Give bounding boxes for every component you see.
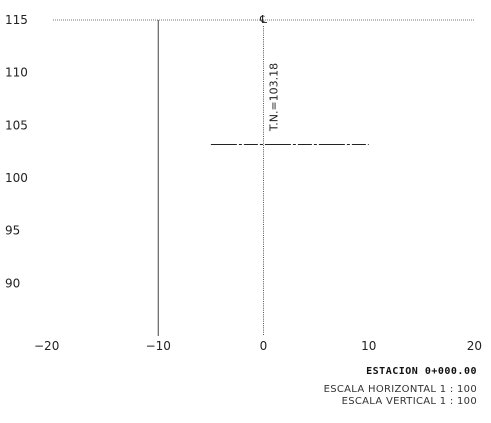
vertical-scale-label: ESCALA VERTICAL 1 : 100 — [342, 396, 477, 407]
y-tick-label: 115 — [5, 13, 28, 27]
y-tick-label: 90 — [5, 276, 20, 290]
x-tick-label: 10 — [361, 339, 376, 353]
reference-lines — [53, 19, 474, 336]
y-tick-label: 100 — [5, 171, 28, 185]
centerline-symbol: ℄ — [259, 13, 267, 26]
y-tick-label: 105 — [5, 118, 28, 132]
x-tick-label: −20 — [34, 339, 59, 353]
station-label: ESTACION 0+000.00 — [366, 366, 477, 377]
y-tick-label: 110 — [5, 66, 28, 80]
y-tick-label: 95 — [5, 224, 20, 238]
x-tick-label: 0 — [260, 339, 268, 353]
horizontal-scale-label: ESCALA HORIZONTAL 1 : 100 — [324, 384, 477, 395]
ground-level-annotation: T.N.=103.18 — [268, 63, 281, 132]
y-tick-labels: 90 95 100 105 110 115 — [5, 13, 28, 290]
x-tick-labels: −20 −10 0 10 20 — [34, 339, 482, 353]
x-tick-label: −10 — [146, 339, 171, 353]
x-tick-label: 20 — [467, 339, 482, 353]
